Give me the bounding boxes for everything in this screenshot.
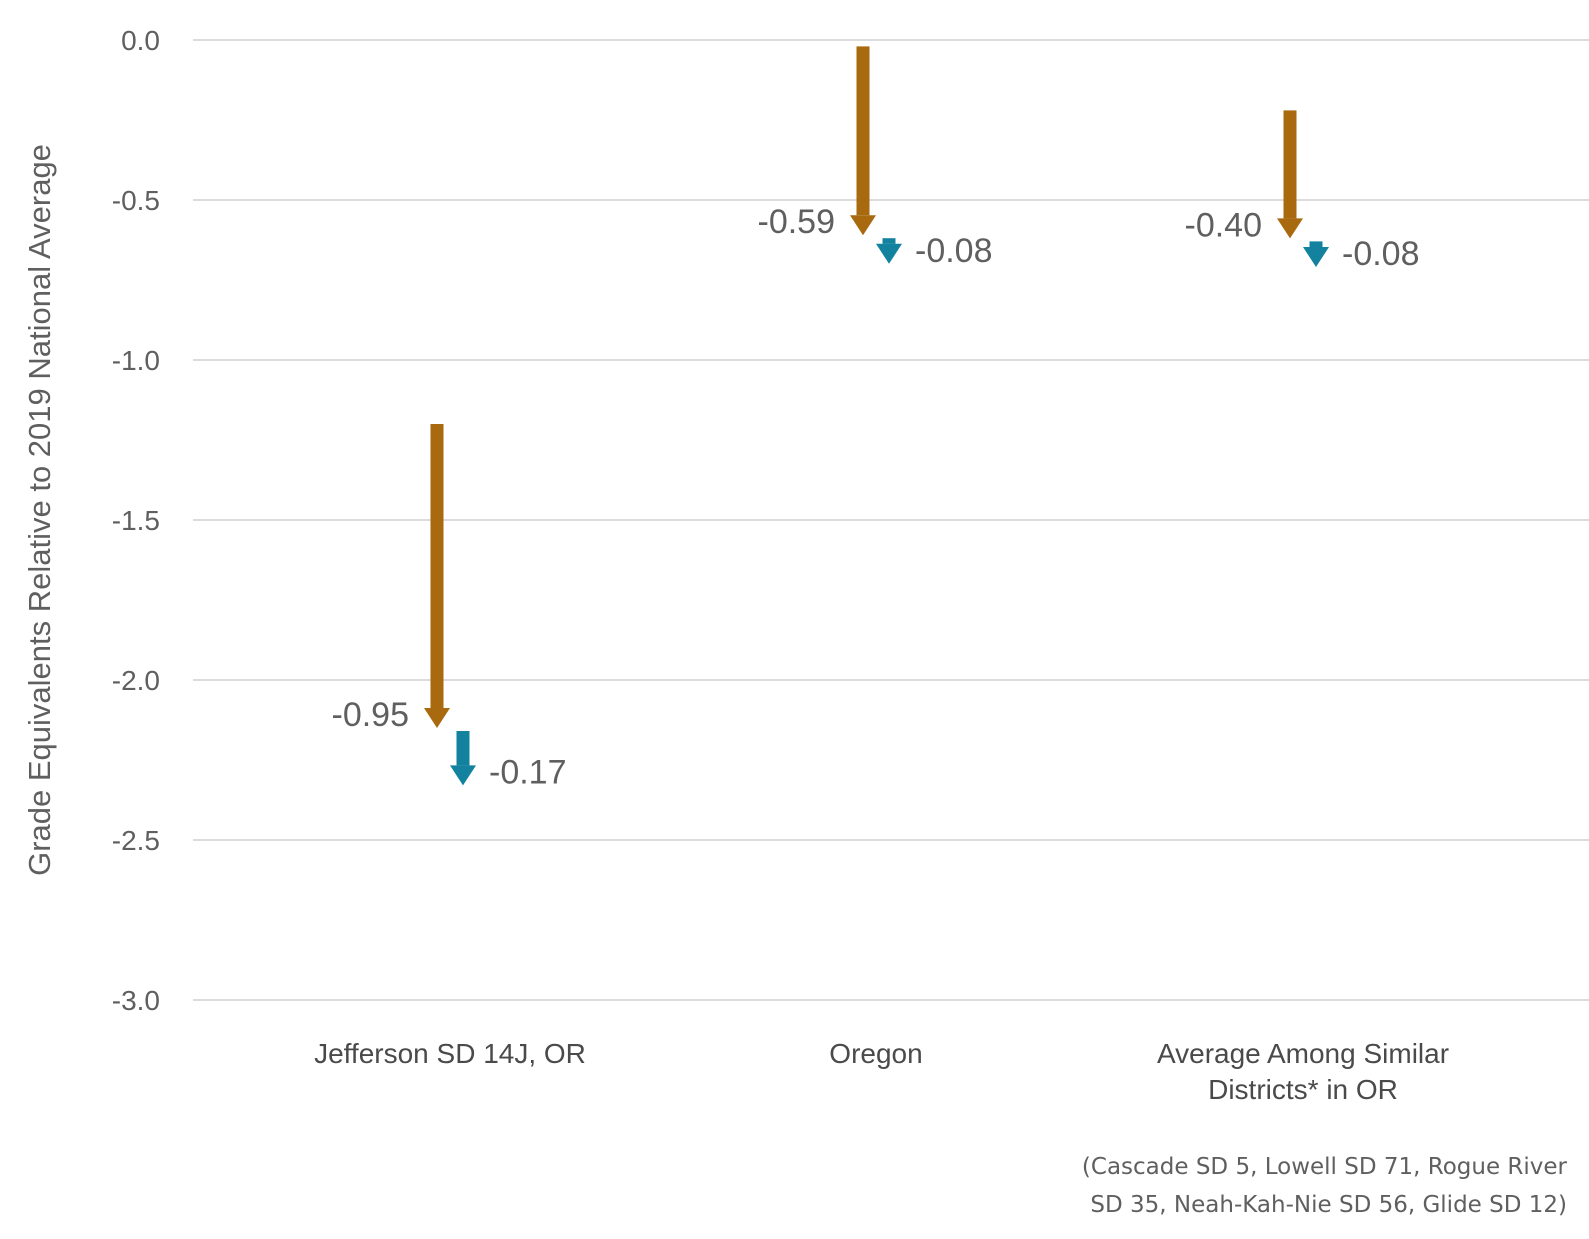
y-tick-label: -0.5 [112,185,160,216]
first-change-arrow [1277,110,1303,238]
footnote: (Cascade SD 5, Lowell SD 71, Rogue River… [1007,1148,1567,1224]
second-change-arrow [1303,241,1329,267]
second-change-label: -0.08 [915,232,993,270]
y-tick-label: -1.0 [112,345,160,376]
second-change-arrow-shaft [1310,241,1323,247]
second-change-arrow-shaft [883,238,896,244]
y-tick-labels: 0.0 -0.5 -1.0 -1.5 -2.0 -2.5 -3.0 [112,25,160,1016]
footnote-line-1: (Cascade SD 5, Lowell SD 71, Rogue River [1007,1148,1567,1186]
second-change-arrow [876,238,902,264]
first-change-arrow-shaft [857,46,870,215]
y-tick-label: -3.0 [112,985,160,1016]
first-change-arrow-head [424,708,450,728]
x-category-label: Jefferson SD 14J, OR [314,1038,586,1069]
second-change-arrow [450,731,476,785]
y-tick-label: -2.5 [112,825,160,856]
second-change-arrow-shaft [457,731,470,765]
second-change-arrow-head [1303,247,1329,267]
first-change-label: -0.59 [758,203,836,241]
first-change-label: -0.95 [332,696,410,734]
y-tick-label: -2.0 [112,665,160,696]
first-change-arrow-shaft [431,424,444,708]
first-change-arrow-shaft [1284,110,1297,218]
x-category-label: Oregon [829,1038,922,1069]
x-category-label: Average Among Similar [1157,1038,1449,1069]
first-change-arrow [850,46,876,235]
first-change-arrow-head [850,215,876,235]
first-change-label: -0.40 [1185,206,1263,244]
x-category-labels: Jefferson SD 14J, OR Oregon Average Among … [314,1038,1449,1105]
second-change-arrow-head [876,244,902,264]
y-tick-label: -1.5 [112,505,160,536]
second-change-label: -0.17 [489,753,567,791]
y-tick-label: 0.0 [121,25,160,56]
first-change-arrow [424,424,450,728]
first-change-arrow-head [1277,218,1303,238]
x-category-label: Districts* in OR [1208,1074,1398,1105]
second-change-arrow-head [450,765,476,785]
footnote-line-2: SD 35, Neah-Kah-Nie SD 56, Glide SD 12) [1007,1186,1567,1224]
gridlines [193,40,1589,1000]
second-change-label: -0.08 [1342,235,1420,273]
y-axis-label: Grade Equivalents Relative to 2019 Natio… [22,144,57,876]
